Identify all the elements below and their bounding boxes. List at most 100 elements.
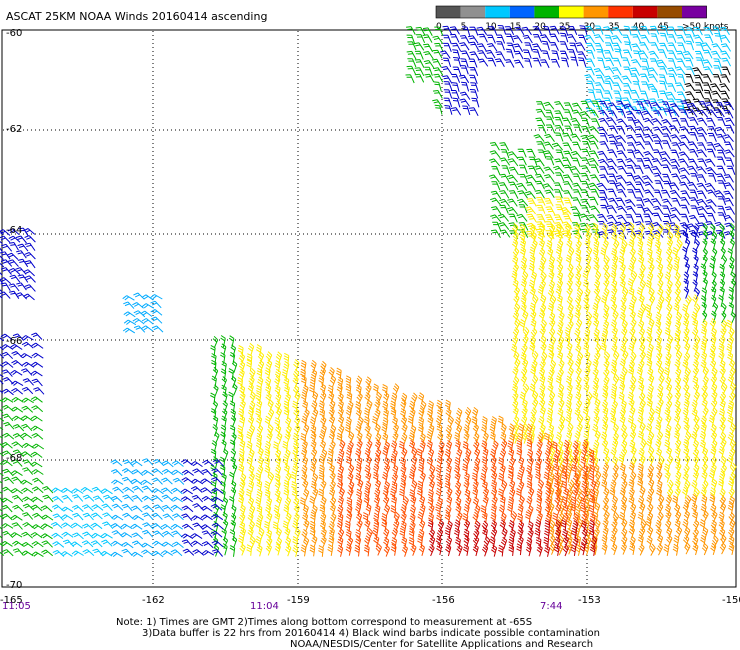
- wind-barb: [450, 90, 460, 100]
- wind-barb: [655, 319, 662, 332]
- legend-label: >50 knots: [682, 22, 729, 32]
- wind-barb: [482, 431, 489, 444]
- wind-barb: [576, 422, 583, 435]
- wind-barb: [532, 43, 543, 52]
- wind-barb: [518, 464, 525, 478]
- wind-barb: [684, 57, 694, 67]
- wind-barb: [709, 494, 716, 507]
- wind-barb: [673, 302, 680, 315]
- wind-barb: [607, 165, 618, 174]
- wind-barb: [692, 294, 699, 307]
- wind-barb: [463, 535, 470, 548]
- wind-barb: [558, 398, 565, 411]
- wind-barb: [656, 502, 664, 515]
- wind-barb: [574, 478, 581, 491]
- wind-barb: [560, 519, 567, 532]
- wind-barb: [639, 42, 649, 51]
- wind-barb: [554, 527, 561, 540]
- wind-barb: [0, 272, 3, 276]
- wind-barb: [683, 509, 690, 523]
- wind-barb: [150, 300, 162, 309]
- wind-barb: [638, 543, 645, 556]
- wind-barb: [588, 182, 600, 191]
- wind-barb: [382, 416, 389, 429]
- wind-barb: [593, 327, 600, 341]
- wind-barb: [721, 57, 732, 67]
- wind-barb: [328, 414, 336, 428]
- wind-barb: [663, 366, 670, 380]
- wind-barb: [525, 511, 531, 524]
- wind-barb: [622, 49, 633, 59]
- wind-barb: [637, 247, 644, 261]
- wind-barb: [345, 543, 352, 556]
- wind-barb: [428, 528, 435, 541]
- wind-barb: [606, 214, 618, 223]
- wind-barb: [1, 397, 14, 403]
- wind-barb: [637, 239, 644, 252]
- wind-barb: [490, 511, 497, 524]
- wind-barb: [583, 430, 590, 443]
- wind-barb: [656, 534, 664, 547]
- wind-barb: [679, 126, 690, 135]
- wind-barb: [610, 319, 617, 332]
- wind-barb: [585, 463, 592, 476]
- wind-barb: [497, 415, 504, 428]
- wind-barb: [92, 548, 104, 557]
- wind-barb: [674, 334, 680, 347]
- wind-barb: [719, 83, 730, 92]
- wind-barb: [621, 366, 628, 380]
- wind-barb: [723, 149, 735, 158]
- wind-barb: [590, 479, 597, 492]
- wind-barb: [695, 57, 705, 67]
- wind-barb: [635, 133, 645, 143]
- wind-barb: [684, 390, 691, 404]
- wind-barb: [663, 543, 670, 556]
- wind-barb: [433, 81, 442, 92]
- wind-barb: [622, 34, 631, 44]
- wind-barb: [464, 488, 471, 501]
- wind-barb: [560, 57, 569, 68]
- wind-barb: [729, 230, 735, 243]
- wind-barb: [436, 406, 443, 420]
- wind-barb: [381, 512, 388, 525]
- wind-barb: [594, 294, 601, 307]
- wind-barb: [614, 182, 626, 191]
- wind-barb: [424, 66, 433, 76]
- wind-barb: [522, 334, 529, 347]
- wind-barb: [444, 527, 451, 540]
- wind-barb: [592, 382, 599, 395]
- wind-barb: [111, 530, 124, 538]
- wind-barb: [1, 351, 14, 360]
- wind-barb: [678, 158, 689, 167]
- wind-barb: [601, 431, 608, 444]
- wind-barb: [562, 181, 573, 190]
- wind-barb: [201, 468, 213, 477]
- wind-barb: [728, 542, 735, 556]
- legend-label: 45: [657, 22, 668, 32]
- wind-barb: [41, 549, 54, 557]
- wind-barb: [500, 431, 507, 444]
- wind-barb: [111, 503, 124, 511]
- wind-barb: [556, 294, 563, 307]
- wind-barb: [556, 254, 563, 268]
- wind-barb: [549, 318, 556, 331]
- wind-barb: [625, 181, 636, 190]
- wind-barb: [151, 488, 164, 495]
- wind-barb: [20, 451, 33, 458]
- wind-barb: [170, 549, 183, 557]
- wind-barb: [21, 405, 34, 413]
- wind-barb: [718, 294, 724, 307]
- wind-barb: [719, 34, 731, 44]
- wind-barb: [567, 454, 574, 467]
- wind-barb: [602, 446, 610, 460]
- wind-barb: [17, 258, 29, 268]
- wind-barb: [1, 513, 13, 521]
- wind-barb: [469, 67, 479, 76]
- wind-barb: [534, 471, 541, 484]
- wind-barb: [345, 375, 352, 388]
- wind-barb: [686, 223, 698, 232]
- wind-barb: [629, 230, 637, 243]
- wind-barb: [470, 82, 479, 92]
- wind-barb: [542, 183, 554, 191]
- wind-barb: [547, 375, 554, 388]
